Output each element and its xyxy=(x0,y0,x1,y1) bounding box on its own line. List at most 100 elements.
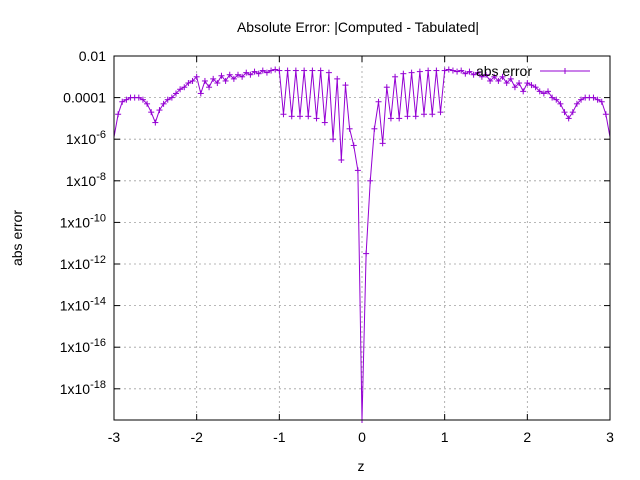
data-point xyxy=(404,113,411,120)
y-tick-exponent: -12 xyxy=(90,254,106,266)
data-point xyxy=(177,86,184,93)
data-point xyxy=(416,68,423,75)
data-point xyxy=(222,77,229,84)
chart-title: Absolute Error: |Computed - Tabulated| xyxy=(237,19,479,35)
data-point xyxy=(375,98,382,105)
data-point xyxy=(367,177,374,184)
y-tick-label: 1x10-18 xyxy=(60,379,106,397)
data-point xyxy=(214,80,221,87)
data-point xyxy=(342,82,349,89)
y-axis: 0.010.00011x10-61x10-81x10-101x10-121x10… xyxy=(60,48,610,397)
data-point xyxy=(511,84,518,91)
data-point xyxy=(557,100,564,107)
data-point xyxy=(520,88,527,95)
data-point xyxy=(503,80,510,87)
data-point xyxy=(119,98,126,105)
data-point xyxy=(346,125,353,132)
data-point xyxy=(350,142,357,149)
data-point xyxy=(226,71,233,78)
data-point xyxy=(201,77,208,84)
data-point xyxy=(454,68,461,75)
y-tick-base: 0.0001 xyxy=(63,90,106,106)
x-tick-label: 1 xyxy=(441,429,449,445)
data-point xyxy=(392,73,399,80)
data-point xyxy=(263,69,270,76)
data-point xyxy=(148,109,155,116)
data-point xyxy=(173,90,179,97)
data-point xyxy=(462,70,469,77)
y-tick-base: 1x10 xyxy=(60,256,91,272)
data-point xyxy=(590,94,597,101)
y-tick-base: 1x10 xyxy=(60,339,91,355)
data-point xyxy=(383,84,390,91)
data-point xyxy=(268,67,275,74)
y-tick-base: 1x10 xyxy=(60,298,91,314)
data-point xyxy=(495,77,502,84)
data-point xyxy=(193,73,200,80)
data-point xyxy=(470,71,477,78)
data-point xyxy=(309,67,316,74)
data-point xyxy=(251,68,258,75)
data-point xyxy=(524,80,531,87)
data-point xyxy=(280,111,287,118)
data-point xyxy=(433,67,440,74)
data-point xyxy=(206,84,213,91)
y-tick-exponent: -18 xyxy=(90,379,106,391)
data-point xyxy=(466,68,473,75)
data-point xyxy=(354,167,361,174)
x-axis-label: z xyxy=(358,458,365,474)
data-point xyxy=(164,96,171,103)
data-point xyxy=(321,119,328,126)
data-point xyxy=(156,107,163,114)
data-point xyxy=(396,115,403,122)
data-point xyxy=(532,84,539,91)
y-tick-base: 0.01 xyxy=(79,48,106,64)
series-layer xyxy=(113,66,611,423)
data-point xyxy=(578,96,585,103)
legend-label: abs error xyxy=(476,63,532,79)
data-point xyxy=(602,111,609,118)
data-point xyxy=(325,69,332,76)
grid xyxy=(114,56,610,420)
data-point xyxy=(239,73,246,80)
data-point xyxy=(421,111,427,118)
y-tick-label: 1x10-10 xyxy=(60,212,106,230)
data-point xyxy=(598,98,605,105)
data-point xyxy=(144,100,151,107)
data-point xyxy=(483,71,489,78)
data-point xyxy=(379,140,386,147)
y-tick-label: 1x10-12 xyxy=(60,254,106,272)
data-point xyxy=(573,100,580,107)
data-point xyxy=(288,113,295,120)
data-point xyxy=(247,71,254,78)
data-point xyxy=(243,69,250,76)
data-point xyxy=(276,67,283,74)
data-point xyxy=(569,109,576,116)
data-point xyxy=(594,96,601,103)
data-point xyxy=(425,67,432,74)
data-point xyxy=(400,70,407,77)
x-tick-label: 0 xyxy=(358,429,366,445)
y-tick-exponent: -8 xyxy=(96,171,106,183)
data-point xyxy=(474,69,481,76)
data-point xyxy=(487,77,494,84)
x-tick-label: -3 xyxy=(108,429,121,445)
data-point xyxy=(297,113,303,120)
y-tick-label: 0.01 xyxy=(79,48,106,64)
data-point xyxy=(218,72,225,79)
y-tick-label: 0.0001 xyxy=(63,90,106,106)
data-point xyxy=(491,73,498,80)
data-point xyxy=(565,115,572,122)
y-axis-label: abs error xyxy=(9,210,25,266)
x-tick-label: -2 xyxy=(190,429,203,445)
x-axis: -3 -2 -1 0 1 2 3 xyxy=(108,56,614,445)
data-point xyxy=(412,113,419,120)
data-point xyxy=(441,67,448,74)
data-point xyxy=(168,94,175,101)
data-point xyxy=(516,80,523,87)
y-tick-base: 1x10 xyxy=(60,214,91,230)
data-point xyxy=(387,115,394,122)
data-point xyxy=(317,67,324,74)
y-tick-exponent: -6 xyxy=(96,129,106,141)
data-point xyxy=(210,75,217,82)
